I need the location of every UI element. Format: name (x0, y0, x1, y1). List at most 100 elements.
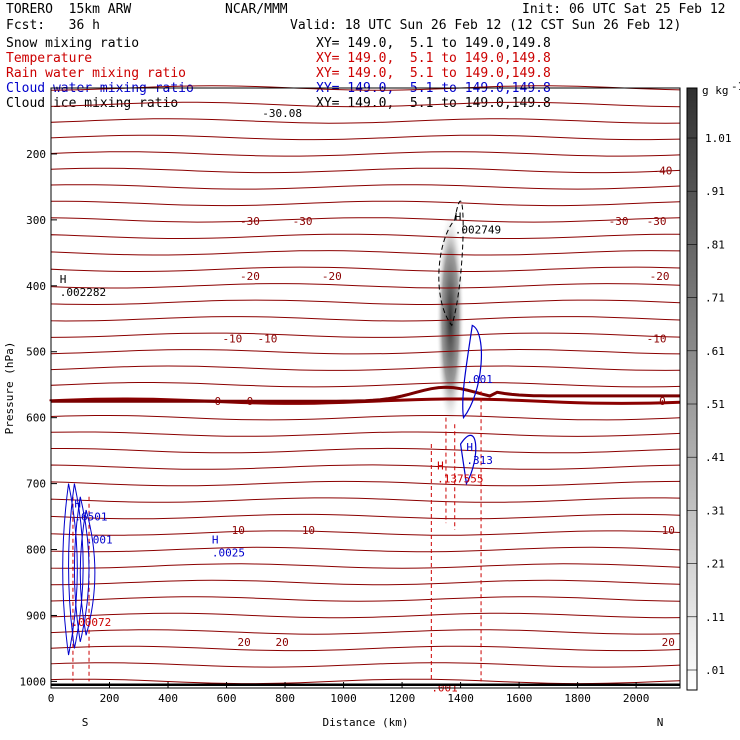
temperature-contour (50, 596, 681, 602)
extremum-value: .6501 (74, 510, 107, 523)
extremum-value: .00072 (71, 616, 111, 629)
x-tick-label: 1400 (447, 692, 474, 705)
colorbar-tick-label: .81 (705, 238, 725, 251)
temperature-label: 10 (232, 524, 245, 537)
temperature-contour (50, 645, 681, 652)
field-name-cloud-ice: Cloud ice mixing ratio (6, 96, 179, 111)
cloud-water-contour (68, 483, 84, 649)
y-tick-label: 700 (26, 478, 46, 491)
temperature-label: 0 (659, 395, 666, 408)
temperature-contour (50, 184, 681, 190)
colorbar-tick-label: 1.01 (705, 132, 732, 145)
x-tick-label: 800 (275, 692, 295, 705)
cloud-water-contour (459, 434, 477, 486)
temperature-label: -30 (293, 215, 313, 228)
temperature-contour (50, 447, 681, 454)
temperature-label: -10 (222, 333, 242, 346)
extremum-value: .002282 (60, 286, 106, 299)
x-axis-label: Distance (km) (322, 716, 408, 729)
temperature-label: 20 (275, 636, 288, 649)
snow-shading (436, 208, 465, 429)
temperature-contour (50, 480, 681, 487)
temperature-contour (50, 530, 681, 536)
temperature-label: -40 (653, 164, 673, 177)
temperature-label: 0 (247, 395, 254, 408)
temperature-contour (50, 464, 681, 470)
x-tick-label: 1600 (506, 692, 533, 705)
extremum-marker: H (437, 460, 444, 473)
field-xy-temperature: XY= 149.0, 5.1 to 149.0,149.8 (316, 51, 551, 66)
colorbar-tick-label: .31 (705, 504, 725, 517)
temperature-contour (50, 579, 681, 586)
temperature-contour (50, 299, 681, 306)
x-tick-label: 400 (158, 692, 178, 705)
field-xy-snow: XY= 149.0, 5.1 to 149.0,149.8 (316, 36, 551, 51)
colorbar-tick-label: .71 (705, 292, 725, 305)
colorbar-unit-exponent: -1 (731, 80, 740, 93)
init-time: Init: 06 UTC Sat 25 Feb 12 (522, 2, 726, 17)
north-label: N (657, 716, 664, 729)
colorbar-unit: g kg (702, 84, 729, 97)
y-tick-label: 500 (26, 346, 46, 359)
temperature-label: 20 (662, 636, 675, 649)
temperature-contour (50, 316, 681, 322)
cloud-water-contour (73, 496, 90, 642)
colorbar-tick-label: .11 (705, 611, 725, 624)
temperature-contour (50, 415, 681, 421)
field-name-rain: Rain water mixing ratio (6, 66, 187, 81)
temperature-contour (50, 283, 681, 289)
temperature-contour (50, 118, 681, 124)
x-tick-label: 0 (48, 692, 55, 705)
field-name-temperature: Temperature (6, 51, 93, 66)
plot-area: -30 -30 -30 -30 -20 -20 -20 -10 -10 -10 0 0 0 10 10 10 2… (49, 85, 681, 695)
temperature-contour (50, 563, 681, 569)
cloud-water-contour (79, 509, 96, 636)
temperature-label: -20 (650, 270, 670, 283)
temperature-contour (50, 546, 681, 553)
temperature-label: 10 (662, 524, 675, 537)
temperature-label: 20 (237, 636, 250, 649)
forecast-hour: Fcst: 36 h (6, 18, 100, 33)
extremum-marker: H (74, 497, 81, 510)
y-tick-label: 200 (26, 148, 46, 161)
extremum-value: .0025 (212, 547, 245, 560)
temperature-contour (50, 266, 681, 272)
temperature-contour (50, 381, 681, 388)
temperature-label: -30 (647, 215, 667, 228)
y-tick-label: 1000 (20, 675, 47, 688)
temperature-label: -30 (240, 215, 260, 228)
y-tick-label: 600 (26, 412, 46, 425)
temperature-contour (50, 151, 681, 157)
y-axis-label: Pressure (hPa) (3, 342, 16, 435)
field-name-snow: Snow mixing ratio (6, 36, 140, 51)
extremum-marker: H (455, 210, 462, 223)
temperature-contour (50, 629, 681, 635)
org-label: NCAR/MMM (225, 2, 288, 17)
temperature-contour (50, 250, 681, 256)
plot-frame (50, 87, 681, 689)
extremum-value: .137555 (437, 473, 483, 486)
colorbar-tick-label: .51 (705, 398, 725, 411)
valid-time: Valid: 18 UTC Sun 26 Feb 12 (12 CST Sun … (290, 18, 682, 33)
temperature-contour (50, 662, 681, 668)
temperature-contour (50, 513, 681, 520)
x-tick-label: 2000 (623, 692, 650, 705)
temperature-label: -20 (322, 270, 342, 283)
extremum-marker: H (466, 441, 473, 454)
colorbar-tick-label: .21 (705, 558, 725, 571)
south-label: S (82, 716, 89, 729)
x-tick-label: 1000 (330, 692, 357, 705)
colorbar-tick-label: .41 (705, 451, 725, 464)
y-tick-label: 400 (26, 280, 46, 293)
temperature-contour (50, 85, 681, 91)
colorbar-tick-label: .01 (705, 664, 725, 677)
temperature-contour (50, 101, 681, 108)
extremum-value: .313 (466, 454, 493, 467)
temperature-contour (50, 431, 681, 437)
temperature-contour (50, 332, 681, 338)
temperature-contour (50, 134, 681, 141)
extremum-value: .001 (466, 373, 493, 386)
temperature-label: -30 (609, 215, 629, 228)
field-xy-rain: XY= 149.0, 5.1 to 149.0,149.8 (316, 66, 551, 81)
